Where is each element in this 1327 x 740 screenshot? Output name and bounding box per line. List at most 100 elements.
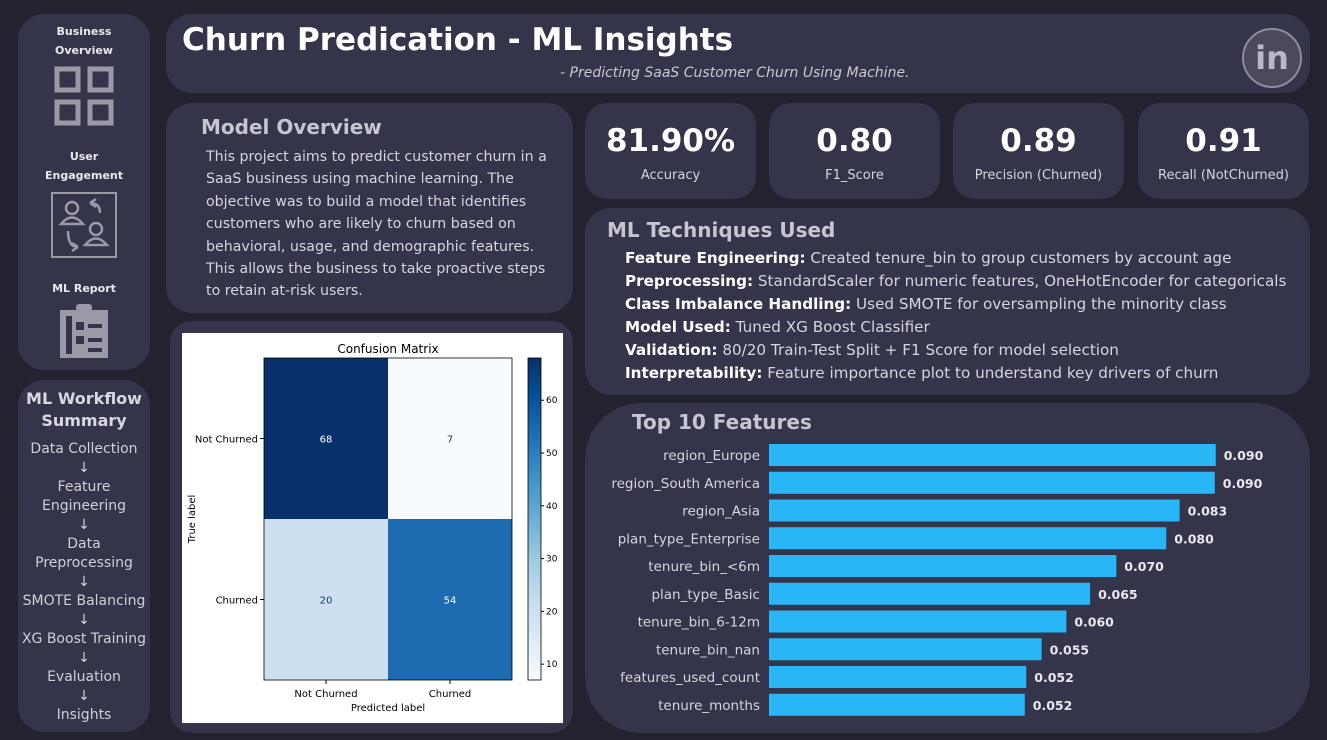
feature-value-label: 0.083	[1188, 504, 1228, 519]
cm-y-axis-label: True label	[187, 495, 198, 545]
feature-bar	[769, 555, 1117, 577]
clipboard-list-icon	[60, 304, 108, 358]
page-subtitle: - Predicting SaaS Customer Churn Using M…	[560, 65, 910, 81]
kpi-value: 0.89	[1000, 123, 1077, 159]
workflow-title-line: Summary	[41, 411, 127, 430]
cm-y-tick-label: Churned	[216, 596, 258, 607]
technique-desc: Tuned XG Boost Classifier	[730, 318, 930, 336]
workflow-arrow: ↓	[78, 517, 90, 533]
feature-bar	[769, 638, 1042, 661]
feature-label: region_South America	[611, 476, 760, 492]
technique-item: Preprocessing: StandardScaler for numeri…	[625, 270, 1286, 293]
nav-panel: Business Overview User Engagement ML Rep…	[18, 14, 150, 370]
feature-value-label: 0.060	[1074, 615, 1114, 630]
feature-bar	[769, 527, 1167, 550]
grid-icon	[54, 66, 114, 126]
feature-value-label: 0.055	[1050, 642, 1090, 657]
technique-item: Feature Engineering: Created tenure_bin …	[625, 247, 1286, 270]
workflow-step: Data	[67, 536, 101, 552]
users-swap-icon	[51, 192, 117, 258]
feature-value-label: 0.052	[1034, 670, 1074, 685]
feature-label: tenure_bin_<6m	[648, 559, 760, 575]
feature-label: tenure_bin_6-12m	[638, 615, 760, 631]
workflow-arrow: ↓	[78, 460, 90, 476]
feature-label: features_used_count	[620, 670, 760, 686]
technique-name: Class Imbalance Handling:	[625, 295, 852, 313]
cm-frame	[263, 357, 513, 681]
technique-desc: StandardScaler for numeric features, One…	[753, 272, 1287, 290]
nav-label: Engagement	[45, 169, 123, 182]
workflow-step: XG Boost Training	[21, 631, 147, 647]
confusion-matrix-svg: Confusion Matrix 68 7 20 54 Not Churned Churne…	[187, 342, 558, 714]
feature-label: plan_type_Basic	[651, 587, 760, 603]
feature-bar	[769, 582, 1091, 605]
technique-item: Validation: 80/20 Train-Test Split + F1 …	[625, 339, 1286, 362]
confusion-matrix-panel: Confusion Matrix 68 7 20 54 Not Churned Churne…	[170, 321, 573, 733]
confusion-matrix-chart: Confusion Matrix 68 7 20 54 Not Churned Churne…	[182, 333, 563, 723]
linkedin-icon[interactable]: in	[1242, 28, 1302, 88]
workflow-steps: Data Collection ↓ Feature Engineering ↓ …	[18, 440, 150, 725]
feature-value-label: 0.080	[1174, 531, 1214, 546]
nav-user-engagement[interactable]: User Engagement	[18, 147, 150, 259]
cm-cell	[388, 519, 512, 680]
feature-label: region_Asia	[682, 504, 760, 520]
kpi-card-recall: 0.91 Recall (NotChurned)	[1138, 103, 1309, 199]
workflow-step: SMOTE Balancing	[22, 593, 146, 609]
cm-cell-label: 20	[320, 596, 333, 607]
workflow-step: Engineering	[42, 498, 126, 514]
top-features-panel: Top 10 Features region_Europe 0.090 region…	[585, 403, 1310, 733]
cm-x-tick-label: Not Churned	[294, 689, 357, 700]
feature-label: plan_type_Enterprise	[618, 531, 760, 547]
cm-cell	[264, 358, 388, 519]
workflow-arrow: ↓	[78, 688, 90, 704]
cm-x-axis-label: Predicted label	[351, 703, 425, 714]
top-features-chart: region_Europe 0.090 region_South America 0.…	[611, 444, 1264, 716]
workflow-title-line: ML Workflow	[26, 389, 142, 408]
kpi-label: F1_Score	[825, 168, 884, 183]
technique-desc: Created tenure_bin to group customers by…	[805, 249, 1232, 267]
feature-bar	[769, 499, 1180, 522]
cm-colorbar-tick-label: 20	[546, 607, 558, 617]
model-overview-text: This project aims to predict customer ch…	[206, 149, 547, 300]
workflow-step: Feature	[57, 479, 111, 495]
feature-bar	[769, 610, 1067, 633]
cm-colorbar-tick-label: 50	[546, 449, 558, 459]
cm-cell-label: 54	[444, 596, 457, 607]
feature-bar	[769, 471, 1215, 494]
cm-colorbar	[527, 357, 542, 681]
workflow-panel: ML Workflow Summary Data Collection ↓ Fe…	[18, 380, 150, 732]
workflow-title: ML Workflow Summary	[18, 388, 150, 432]
cm-x-tick-label: Churned	[429, 689, 471, 700]
workflow-step: Preprocessing	[35, 555, 133, 571]
nav-business-overview[interactable]: Business Overview	[18, 22, 150, 126]
model-overview-title: Model Overview	[201, 115, 382, 139]
ml-techniques-title: ML Techniques Used	[607, 218, 836, 242]
nav-ml-report[interactable]: ML Report	[18, 279, 150, 360]
workflow-step: Insights	[56, 707, 112, 723]
kpi-label: Precision (Churned)	[974, 168, 1103, 183]
technique-desc: Feature importance plot to understand ke…	[762, 364, 1219, 382]
feature-label: region_Europe	[663, 448, 760, 464]
cm-cell-label: 68	[320, 435, 333, 446]
cm-title: Confusion Matrix	[337, 342, 438, 356]
top-features-title: Top 10 Features	[632, 410, 812, 434]
nav-label: Overview	[55, 44, 113, 57]
cm-cell	[264, 519, 388, 680]
kpi-label: Recall (NotChurned)	[1158, 168, 1289, 183]
page-title: Churn Predication - ML Insights	[182, 22, 734, 58]
feature-value-label: 0.065	[1098, 587, 1138, 602]
cm-cell-label: 7	[447, 435, 453, 446]
feature-value-label: 0.090	[1223, 476, 1263, 491]
kpi-value: 0.80	[816, 123, 893, 159]
workflow-arrow: ↓	[78, 650, 90, 666]
kpi-card-accuracy: 81.90% Accuracy	[585, 103, 756, 199]
workflow-arrow: ↓	[78, 612, 90, 628]
nav-label: User	[69, 150, 99, 163]
header-panel: Churn Predication - ML Insights - Predic…	[166, 14, 1310, 93]
technique-name: Model Used:	[625, 318, 731, 336]
technique-name: Feature Engineering:	[625, 249, 806, 267]
feature-bar	[769, 444, 1216, 466]
cm-colorbar-tick-label: 40	[546, 502, 558, 512]
workflow-step: Data Collection	[30, 441, 138, 457]
workflow-arrow: ↓	[78, 574, 90, 590]
